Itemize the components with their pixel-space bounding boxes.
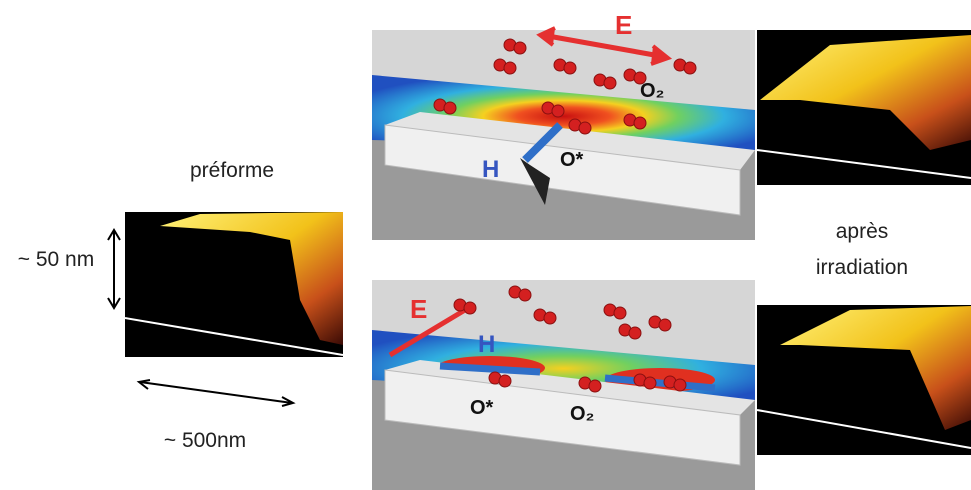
field-e: E — [410, 294, 427, 324]
molecule-atom — [444, 102, 456, 114]
width-label: ~ 500nm — [164, 429, 246, 452]
molecule-atom — [514, 42, 526, 54]
molecule-atom — [464, 302, 476, 314]
oxygen-atom: O* — [470, 397, 494, 419]
molecule-atom — [644, 377, 656, 389]
oxygen-molecule: O₂ — [570, 403, 594, 425]
molecule-atom — [544, 312, 556, 324]
molecule-atom — [564, 62, 576, 74]
after-label-line: irradiation — [816, 256, 908, 279]
afm-preform — [125, 212, 343, 357]
afm-after-top — [757, 30, 971, 185]
oxygen-atom: O* — [560, 149, 584, 171]
molecule-atom — [499, 375, 511, 387]
molecule-atom — [674, 379, 686, 391]
page: préforme ~ 50 nm ~ 500nm après irradiati… — [0, 0, 971, 490]
molecule-atom — [634, 72, 646, 84]
molecule-atom — [614, 307, 626, 319]
height-label: ~ 50 nm — [18, 248, 94, 271]
molecule-atom — [589, 380, 601, 392]
molecule-atom — [552, 105, 564, 117]
molecule-atom — [604, 77, 616, 89]
molecule-atom — [629, 327, 641, 339]
field-h: H — [478, 331, 495, 358]
molecule-atom — [684, 62, 696, 74]
panel-top: E H O₂ O* — [372, 10, 755, 240]
field-h: H — [482, 156, 499, 183]
molecule-atom — [519, 289, 531, 301]
preform-label: préforme — [190, 159, 274, 182]
molecule-atom — [504, 62, 516, 74]
width-arrow — [140, 382, 292, 403]
molecule-atom — [579, 122, 591, 134]
figure: préforme ~ 50 nm ~ 500nm après irradiati… — [0, 0, 971, 490]
field-e: E — [615, 10, 632, 40]
molecule-atom — [659, 319, 671, 331]
molecule-atom — [634, 117, 646, 129]
after-label-line: après — [836, 220, 889, 243]
afm-after-bottom — [757, 305, 971, 455]
panel-bottom: E H O* O₂ — [372, 280, 755, 490]
